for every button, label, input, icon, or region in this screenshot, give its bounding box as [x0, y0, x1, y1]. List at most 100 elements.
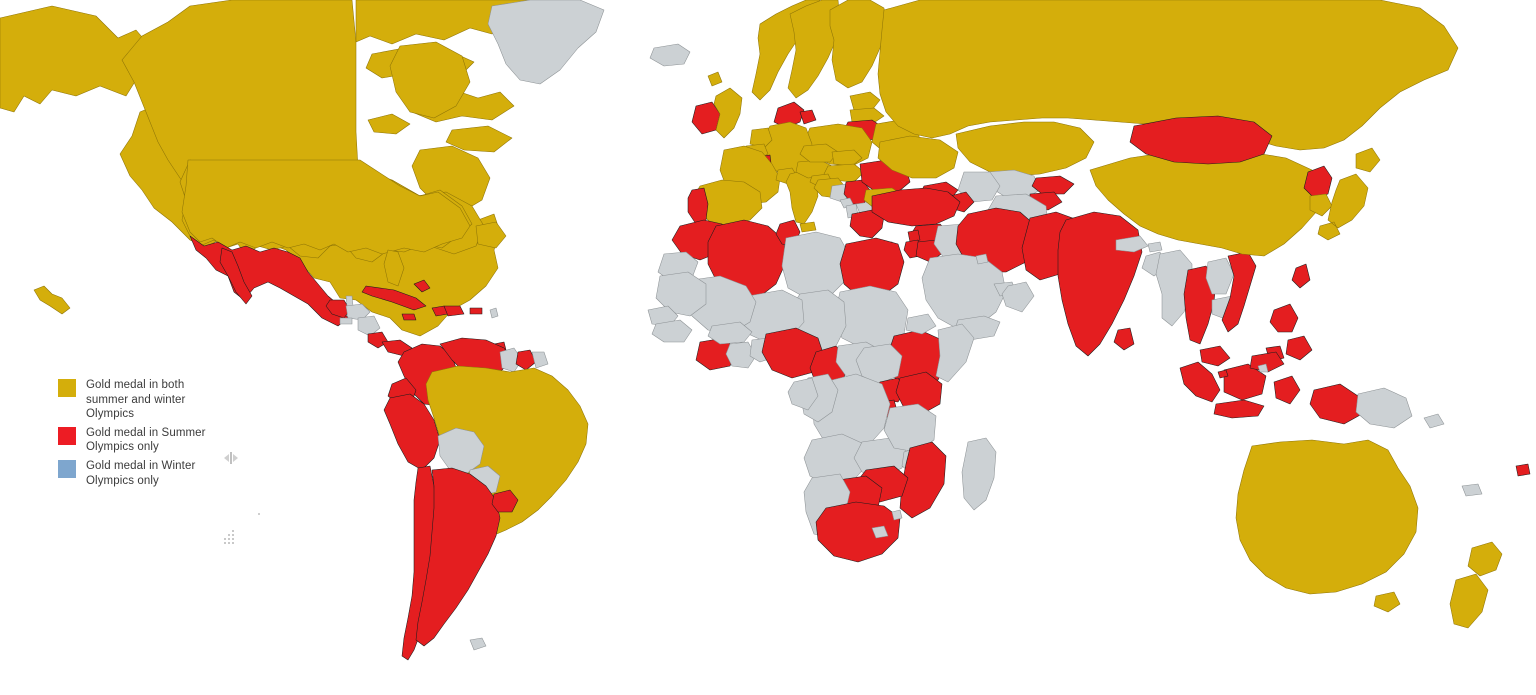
- legend-item-summer-only[interactable]: Gold medal in Summer Olympics only: [58, 426, 228, 455]
- country-cuba[interactable]: [362, 286, 426, 310]
- country-vietnam[interactable]: [1222, 252, 1256, 332]
- country-mauritania[interactable]: [656, 272, 706, 316]
- country-somalia[interactable]: [936, 324, 974, 382]
- country-indonesia-sulawesi[interactable]: [1274, 376, 1300, 404]
- country-finland[interactable]: [830, 0, 886, 88]
- country-egypt[interactable]: [840, 238, 904, 296]
- country-french-guiana[interactable]: [532, 352, 548, 368]
- country-canada-baffin[interactable]: [390, 42, 470, 118]
- country-laos[interactable]: [1206, 258, 1234, 294]
- country-mexico-baja[interactable]: [220, 248, 252, 304]
- legend-item-both[interactable]: Gold medal in both summer and winter Oly…: [58, 378, 228, 422]
- country-sweden[interactable]: [788, 0, 840, 98]
- country-estonia[interactable]: [850, 92, 880, 110]
- country-falklands[interactable]: [470, 638, 486, 650]
- country-suriname[interactable]: [516, 350, 536, 370]
- legend-item-winter-only[interactable]: Gold medal in Winter Olympics only: [58, 459, 228, 488]
- country-indonesia-borneo[interactable]: [1224, 364, 1266, 400]
- country-dominican-republic[interactable]: [444, 306, 464, 316]
- country-netherlands[interactable]: [750, 128, 772, 148]
- country-south-korea[interactable]: [1310, 194, 1332, 216]
- country-kenya[interactable]: [896, 372, 942, 414]
- country-kuwait[interactable]: [976, 254, 988, 264]
- country-australia[interactable]: [1236, 440, 1418, 594]
- country-portugal[interactable]: [688, 188, 708, 224]
- country-myanmar[interactable]: [1156, 250, 1192, 326]
- country-mongolia[interactable]: [1130, 116, 1272, 164]
- country-new-zealand[interactable]: [1450, 542, 1502, 628]
- country-israel[interactable]: [904, 240, 920, 258]
- country-eritrea-djibouti[interactable]: [906, 314, 936, 334]
- country-taiwan[interactable]: [1292, 264, 1310, 288]
- country-jamaica[interactable]: [402, 314, 416, 320]
- country-nicaragua[interactable]: [358, 316, 380, 336]
- country-us-florida[interactable]: [384, 250, 404, 286]
- country-indonesia-papua[interactable]: [1310, 384, 1362, 424]
- country-honduras[interactable]: [346, 304, 370, 320]
- country-libya[interactable]: [782, 232, 850, 298]
- country-canada-islands-3[interactable]: [446, 126, 512, 152]
- country-japan[interactable]: [1318, 148, 1380, 240]
- country-guyana[interactable]: [500, 348, 522, 372]
- country-argentina[interactable]: [416, 468, 500, 646]
- country-eswatini[interactable]: [892, 510, 902, 520]
- country-czech-republic[interactable]: [800, 144, 838, 162]
- country-turkey[interactable]: [872, 188, 960, 226]
- country-united-states-mainland[interactable]: [182, 160, 470, 254]
- country-algeria[interactable]: [708, 220, 786, 298]
- country-oman[interactable]: [1002, 282, 1034, 312]
- country-north-korea[interactable]: [1304, 166, 1332, 198]
- country-burkina-faso[interactable]: [708, 322, 752, 344]
- country-el-salvador[interactable]: [340, 318, 352, 324]
- country-italy-sicily[interactable]: [800, 222, 816, 232]
- country-indonesia-sumatra[interactable]: [1180, 362, 1220, 402]
- country-canada-islands-4[interactable]: [368, 114, 410, 134]
- country-lebanon[interactable]: [908, 230, 920, 242]
- country-lesser-antilles[interactable]: [490, 308, 498, 318]
- country-kyrgyzstan[interactable]: [1032, 176, 1074, 194]
- country-slovakia[interactable]: [832, 150, 862, 166]
- country-nepal[interactable]: [1116, 236, 1148, 252]
- country-scotland-islands[interactable]: [708, 72, 722, 86]
- country-lesotho[interactable]: [872, 526, 888, 538]
- country-gabon[interactable]: [788, 378, 818, 410]
- country-tasmania[interactable]: [1374, 592, 1400, 612]
- country-belize[interactable]: [346, 296, 353, 306]
- country-indonesia-java[interactable]: [1214, 400, 1264, 418]
- country-singapore[interactable]: [1218, 370, 1228, 378]
- country-kazakhstan[interactable]: [956, 122, 1094, 176]
- country-new-caledonia[interactable]: [1462, 484, 1482, 496]
- horizontal-resize-handle[interactable]: [221, 450, 241, 466]
- country-malaysia[interactable]: [1200, 346, 1230, 366]
- country-hawaii[interactable]: [34, 286, 70, 314]
- country-saudi-arabia[interactable]: [922, 254, 1006, 328]
- resize-grip[interactable]: [222, 530, 236, 544]
- country-brunei[interactable]: [1258, 364, 1268, 372]
- country-south-africa[interactable]: [816, 502, 900, 562]
- country-madagascar[interactable]: [962, 438, 996, 510]
- country-ukraine[interactable]: [878, 136, 958, 178]
- country-fiji[interactable]: [1516, 464, 1530, 476]
- country-bahamas[interactable]: [414, 280, 430, 292]
- country-latvia[interactable]: [850, 108, 884, 124]
- country-bolivia[interactable]: [438, 428, 484, 474]
- country-denmark[interactable]: [774, 102, 804, 128]
- country-solomon-islands[interactable]: [1424, 414, 1444, 428]
- resize-bar: [230, 452, 232, 464]
- country-papua-new-guinea[interactable]: [1356, 388, 1412, 428]
- country-mozambique[interactable]: [900, 442, 946, 518]
- country-ghana[interactable]: [726, 342, 756, 368]
- country-puerto-rico[interactable]: [470, 308, 482, 314]
- country-denmark-islands[interactable]: [800, 110, 816, 124]
- country-uruguay[interactable]: [492, 490, 518, 512]
- country-greenland[interactable]: [488, 0, 604, 84]
- country-bhutan[interactable]: [1148, 242, 1162, 252]
- country-sri-lanka[interactable]: [1114, 328, 1134, 350]
- chevron-right-icon: [233, 454, 238, 462]
- country-iceland[interactable]: [650, 44, 690, 66]
- country-newfoundland[interactable]: [476, 222, 506, 248]
- country-guinea[interactable]: [652, 320, 692, 342]
- country-peru[interactable]: [384, 394, 440, 470]
- country-united-kingdom[interactable]: [714, 88, 742, 138]
